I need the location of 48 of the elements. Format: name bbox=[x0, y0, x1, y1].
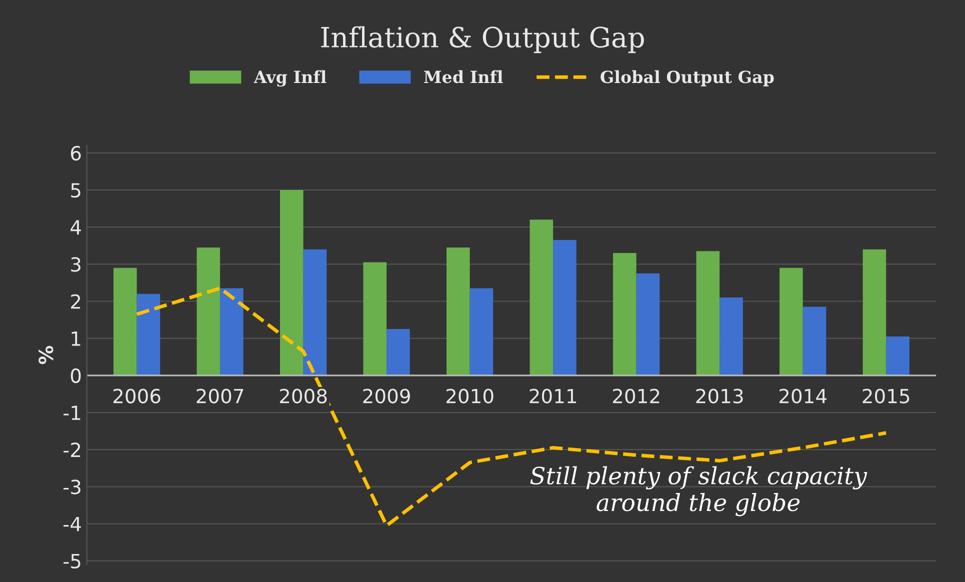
bar bbox=[470, 288, 494, 376]
legend-label: Avg Infl bbox=[254, 70, 326, 87]
y-tick-label: 4 bbox=[70, 220, 81, 234]
bar bbox=[280, 190, 304, 376]
x-tick-label: 2013 bbox=[696, 388, 743, 404]
y-tick-label: -3 bbox=[64, 480, 80, 494]
bar bbox=[636, 273, 660, 376]
bar bbox=[886, 336, 910, 376]
x-tick-label: 2010 bbox=[446, 388, 494, 404]
y-tick-label: -5 bbox=[64, 554, 80, 568]
y-tick-label: 0 bbox=[70, 368, 81, 384]
bar bbox=[363, 262, 387, 376]
x-tick-label: 2015 bbox=[862, 388, 910, 404]
bar bbox=[696, 251, 720, 376]
bar bbox=[720, 298, 743, 376]
y-tick-label: 6 bbox=[70, 146, 81, 161]
bar bbox=[386, 329, 410, 376]
bar bbox=[802, 306, 826, 376]
y-tick-label: 1 bbox=[72, 332, 80, 346]
y-tick-label: -4 bbox=[64, 516, 81, 532]
y-tick-label: -1 bbox=[64, 406, 80, 420]
bar bbox=[446, 247, 470, 376]
chart-title: Inflation & Output Gap bbox=[321, 26, 644, 54]
bar bbox=[780, 268, 803, 376]
bar bbox=[553, 240, 576, 376]
bar bbox=[220, 288, 244, 376]
y-axis-title: % bbox=[38, 346, 54, 364]
legend-label: Med Infl bbox=[424, 70, 503, 84]
bar bbox=[530, 220, 554, 376]
x-tick-label: 2006 bbox=[113, 388, 160, 404]
y-tick-label: 2 bbox=[71, 294, 80, 309]
x-tick-label: 2014 bbox=[780, 388, 826, 404]
x-tick-label: 2009 bbox=[363, 388, 410, 404]
annotation: Still plenty of slack capacity around the globe bbox=[530, 466, 868, 516]
y-tick-label: -2 bbox=[64, 442, 80, 457]
y-tick-label: 3 bbox=[71, 257, 80, 272]
bar bbox=[136, 294, 160, 376]
x-tick-label: 2007 bbox=[196, 388, 244, 404]
bar bbox=[113, 268, 137, 376]
x-tick-label: 2012 bbox=[613, 388, 660, 404]
bar bbox=[196, 247, 220, 376]
x-tick-label: 2008 bbox=[280, 388, 327, 404]
bar bbox=[303, 249, 327, 376]
bar bbox=[613, 253, 636, 376]
bar bbox=[862, 249, 886, 376]
legend-label: Global Output Gap bbox=[600, 70, 774, 86]
y-tick-label: 5 bbox=[71, 183, 80, 198]
x-tick-label: 2011 bbox=[530, 388, 576, 404]
